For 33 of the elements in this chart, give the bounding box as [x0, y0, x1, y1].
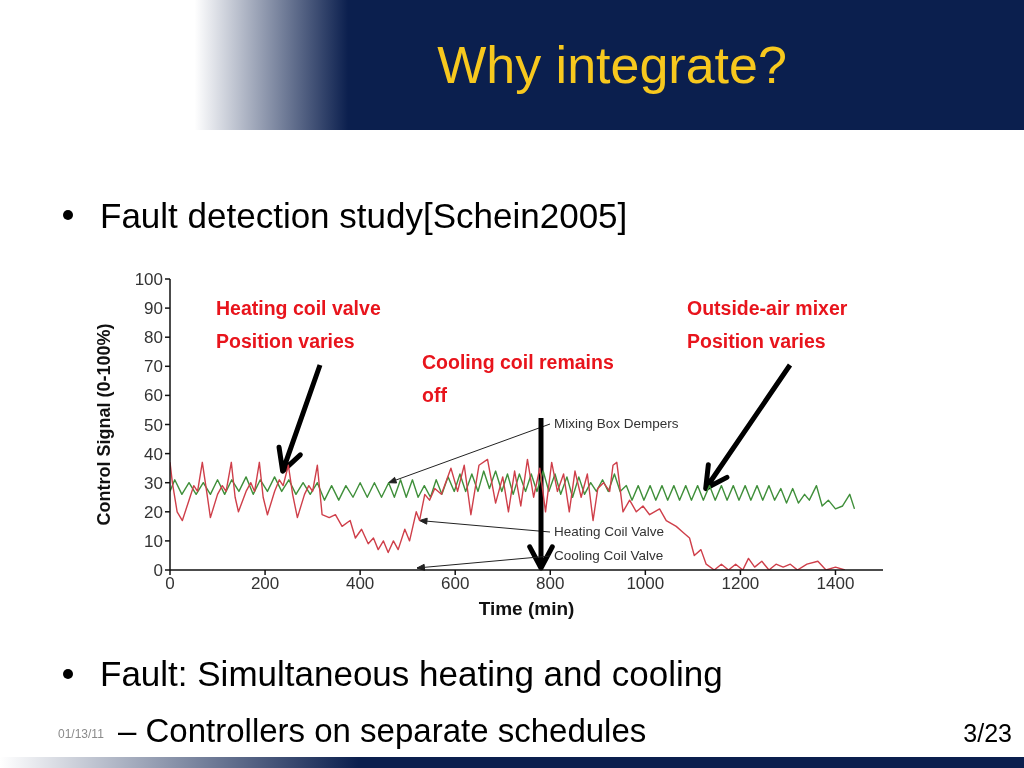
series-label: Heating Coil Valve — [554, 524, 665, 539]
x-tick-label: 200 — [250, 574, 280, 594]
y-tick-label: 40 — [144, 444, 163, 464]
annotation: Outside-air mixer Position varies — [687, 297, 848, 352]
annotation: Cooling coil remains off — [422, 351, 614, 406]
y-tick-label: 30 — [144, 473, 163, 493]
y-axis-title: Control Signal (0-100%) — [94, 323, 115, 526]
x-tick-label: 1400 — [816, 574, 855, 594]
y-tick-label: 0 — [153, 561, 163, 581]
annotation: Heating coil valve Position varies — [216, 297, 381, 352]
text: 3/23 — [963, 718, 1012, 747]
text: Fault: Simultaneous heating and cooling — [100, 653, 723, 693]
y-tick-label: 50 — [144, 415, 163, 435]
y-tick-label: 80 — [144, 328, 163, 348]
y-tick-label: 60 — [144, 386, 163, 406]
chart-title: Why integrate? — [437, 36, 787, 95]
x-axis-title: Time (min) — [478, 598, 575, 619]
y-tick-label: 100 — [134, 270, 163, 290]
y-tick-label: 70 — [144, 357, 163, 377]
line-series — [170, 470, 856, 510]
text: Mixing Box Dempers — [554, 416, 679, 431]
y-tick-label: 20 — [144, 502, 163, 522]
x-tick-label: 1000 — [626, 574, 665, 594]
y-tick-label: 10 — [144, 531, 163, 551]
text: – Controllers on separate schedules — [118, 711, 647, 749]
x-tick-label: 800 — [536, 574, 565, 594]
x-tick-label: 400 — [345, 574, 375, 594]
x-tick-label: 1200 — [721, 574, 760, 594]
annotation: Cooling Coil Valve — [554, 548, 664, 563]
y-tick-label: 90 — [144, 299, 163, 319]
x-tick-label: 600 — [441, 574, 470, 594]
text: 01/13/11 — [58, 726, 104, 741]
chart-subtitle: Fault detection study[Schein2005] — [100, 195, 628, 235]
